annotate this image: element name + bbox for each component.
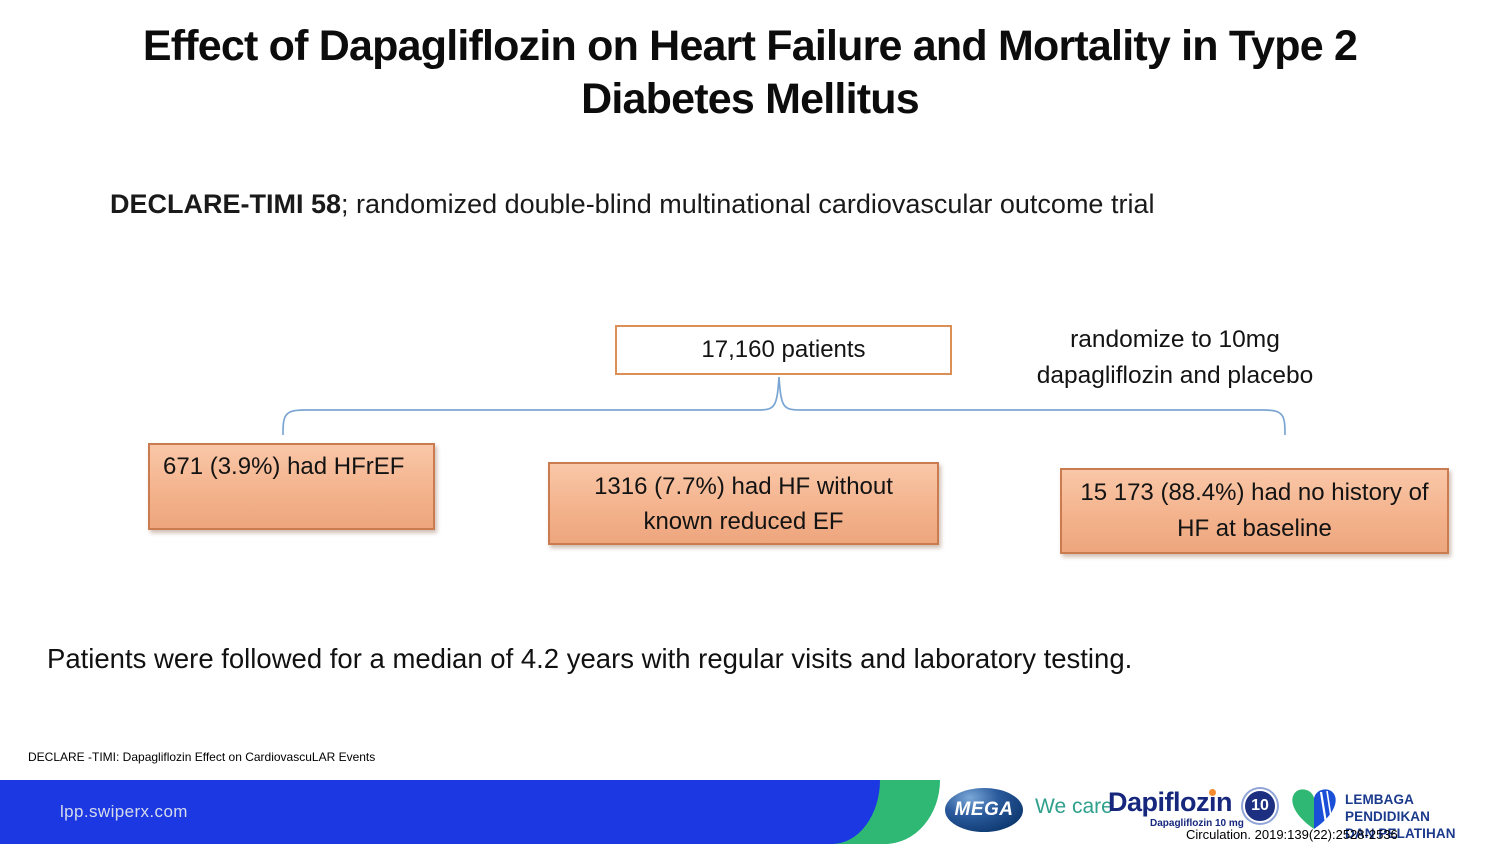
branch-box-no-hf-history-label: 15 173 (88.4%) had no history of HF at b… bbox=[1080, 479, 1429, 542]
slide-footer: lpp.swiperx.com MEGA We care Dapiflozin … bbox=[0, 780, 1500, 844]
study-subtitle: DECLARE-TIMI 58; randomized double-blind… bbox=[110, 189, 1154, 220]
swiperx-heart-book-icon bbox=[1292, 789, 1336, 829]
total-patients-label: 17,160 patients bbox=[701, 336, 866, 363]
branch-box-hfref-label: 671 (3.9%) had HFrEF bbox=[163, 453, 405, 480]
product-logo-dapiflozin: Dapiflozin bbox=[1108, 787, 1233, 818]
brace-connector bbox=[282, 376, 1286, 436]
branch-box-no-hf-history: 15 173 (88.4%) had no history of HF at b… bbox=[1060, 468, 1449, 554]
branch-box-hfref: 671 (3.9%) had HFrEF bbox=[148, 443, 435, 530]
we-care-tagline: We care bbox=[1035, 795, 1113, 818]
footer-website-text: lpp.swiperx.com bbox=[60, 802, 188, 821]
randomize-label: randomize to 10mg dapagliflozin and plac… bbox=[995, 322, 1355, 394]
mega-logo-text: MEGA bbox=[954, 799, 1014, 820]
branch-box-hf-unknown-ef-label: 1316 (7.7%) had HF without known reduced… bbox=[594, 472, 893, 535]
abbreviation-footnote: DECLARE -TIMI: Dapagliflozin Effect on C… bbox=[28, 750, 376, 764]
mega-logo: MEGA bbox=[945, 788, 1023, 832]
product-i-dot-icon bbox=[1209, 789, 1216, 796]
study-description: ; randomized double-blind multinational … bbox=[341, 189, 1155, 219]
followup-note: Patients were followed for a median of 4… bbox=[47, 643, 1133, 674]
randomize-label-line2: dapagliflozin and placebo bbox=[1036, 362, 1314, 389]
study-name: DECLARE-TIMI 58 bbox=[110, 189, 342, 219]
journal-citation: Circulation. 2019:139(22):2528-2536 bbox=[1186, 827, 1398, 842]
organization-line1: LEMBAGA PENDIDIKAN bbox=[1345, 792, 1431, 824]
footer-blue-bar bbox=[0, 780, 880, 844]
slide-title: Effect of Dapagliflozin on Heart Failure… bbox=[142, 22, 1358, 123]
branch-box-hf-unknown-ef: 1316 (7.7%) had HF without known reduced… bbox=[548, 462, 939, 545]
randomize-label-line1: randomize to 10mg bbox=[1070, 326, 1280, 353]
dose-badge-text: 10 bbox=[1251, 797, 1269, 814]
total-patients-box: 17,160 patients bbox=[615, 325, 952, 375]
product-subtext: Dapagliflozin 10 mg bbox=[1150, 818, 1244, 829]
dose-10mg-badge: 10 bbox=[1243, 789, 1277, 823]
organization-name: LEMBAGA PENDIDIKAN DAN PELATIHAN SWIPERX bbox=[1345, 791, 1500, 844]
